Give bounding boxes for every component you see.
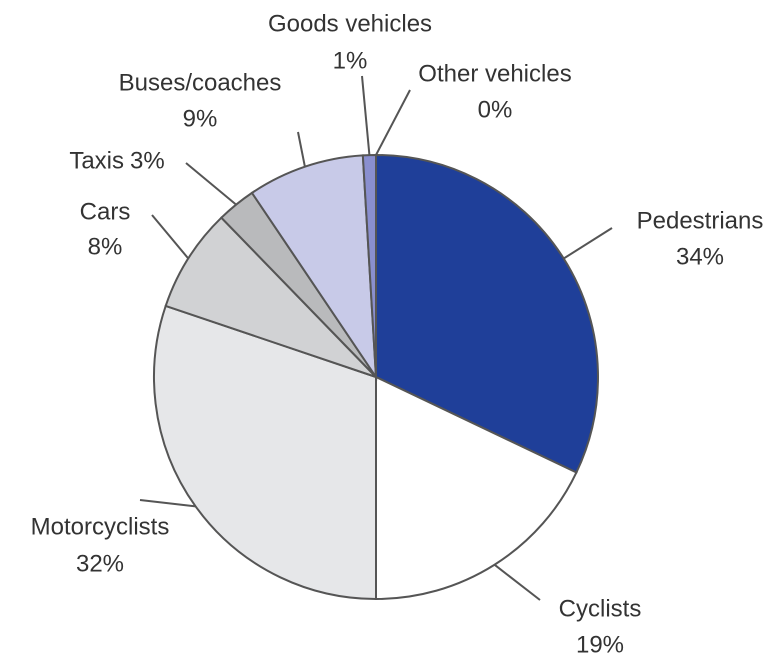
slice-value-label: 8% <box>88 233 123 260</box>
slice-label: Motorcyclists <box>31 513 170 540</box>
slice-value-label: 34% <box>676 243 724 270</box>
leader-line <box>151 214 190 260</box>
slice-value-label: 19% <box>576 631 624 658</box>
pie-slice <box>375 153 599 474</box>
slice-label: Goods vehicles <box>268 10 432 37</box>
slice-value-label: 1% <box>333 47 368 74</box>
slice-label: Pedestrians <box>637 207 764 234</box>
slice-label: Cars <box>80 198 131 225</box>
leader-line <box>563 227 613 260</box>
slice-value-label: 3% <box>130 147 165 174</box>
slice-label: Taxis <box>69 147 124 174</box>
leader-line <box>375 89 411 156</box>
pie-slice <box>164 216 377 378</box>
slice-value-label: 9% <box>183 105 218 132</box>
leader-line <box>361 75 371 156</box>
slice-label: Other vehicles <box>418 60 571 87</box>
slice-value-label: 32% <box>76 550 124 577</box>
slice-value-label: 0% <box>478 96 513 123</box>
slice-label: Buses/coaches <box>119 69 282 96</box>
pie-slice <box>153 304 377 601</box>
leader-line <box>185 162 237 206</box>
pie-slice <box>375 375 578 601</box>
leader-line <box>297 131 306 167</box>
leader-line <box>493 563 541 601</box>
leader-line <box>139 499 196 508</box>
slice-label: Cyclists <box>559 595 642 622</box>
